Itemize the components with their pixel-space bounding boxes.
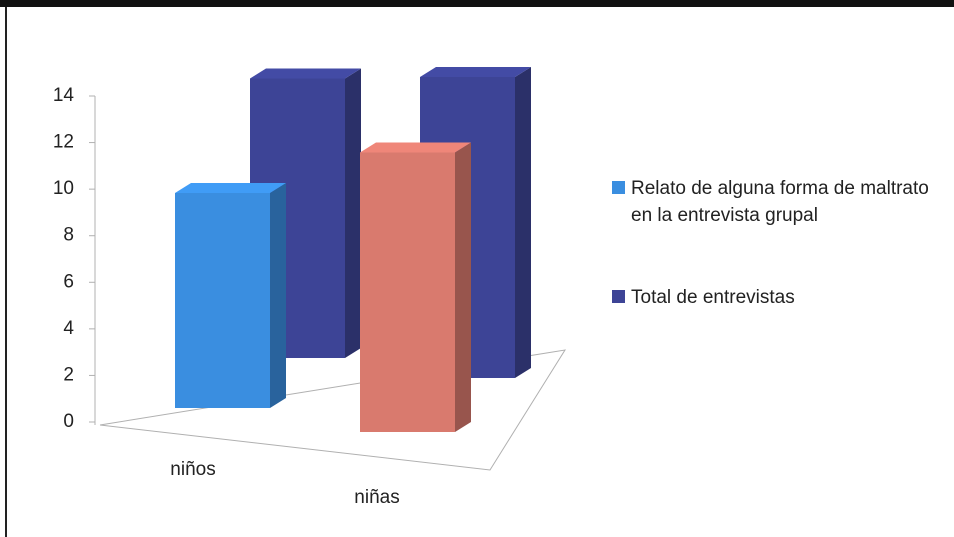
bar-top [175, 183, 286, 193]
legend-swatch [612, 181, 625, 194]
x-tick-label: niñas [354, 487, 399, 508]
y-tick-label: 10 [53, 178, 74, 199]
bar-front [175, 193, 270, 408]
bar-side [515, 67, 531, 378]
y-tick-label: 0 [63, 411, 74, 432]
y-tick-label: 12 [53, 132, 74, 153]
y-tick-label: 14 [53, 85, 75, 106]
floor [99, 349, 567, 471]
bar-top [420, 67, 531, 77]
bar [175, 183, 286, 408]
bar-top [250, 68, 361, 79]
y-tick-label: 8 [63, 225, 74, 246]
bar-side [455, 142, 471, 432]
y-tick-label: 2 [63, 364, 74, 385]
bar-side [270, 183, 286, 408]
bar [360, 142, 471, 432]
bar-side [345, 68, 361, 358]
legend-item: Total de entrevistas [612, 284, 952, 311]
bar-front [360, 152, 455, 432]
y-tick-label: 6 [63, 271, 74, 292]
bar-top [360, 142, 471, 153]
legend-swatch [612, 290, 625, 303]
legend-label: Relato de alguna forma de maltrato en la… [631, 178, 929, 226]
legend-label: Total de entrevistas [631, 287, 795, 308]
x-tick-label: niños [170, 459, 215, 480]
legend-item: Relato de alguna forma de maltrato en la… [612, 175, 952, 229]
y-tick-label: 4 [63, 318, 74, 339]
